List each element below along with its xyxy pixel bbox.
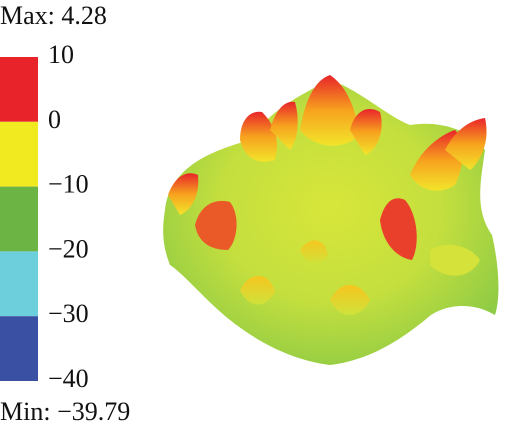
colorbar-tick-label: −20 — [48, 234, 89, 263]
radiation-pattern — [163, 75, 499, 365]
max-label: Max: 4.28 — [0, 1, 107, 30]
colorbar-tick-label: 0 — [48, 105, 61, 134]
colorbar-tick-label: −30 — [48, 299, 89, 328]
colorbar-band — [0, 251, 38, 317]
min-label: Min: −39.79 — [0, 397, 130, 426]
colorbar-band — [0, 316, 38, 381]
colorbar-tick-label: 10 — [48, 40, 74, 69]
colorbar-band — [0, 57, 38, 122]
colorbar-band — [0, 186, 38, 252]
colorbar-tick-label: −10 — [48, 170, 89, 199]
colorbar-band — [0, 121, 38, 187]
colorbar-tick-label: −40 — [48, 364, 89, 393]
